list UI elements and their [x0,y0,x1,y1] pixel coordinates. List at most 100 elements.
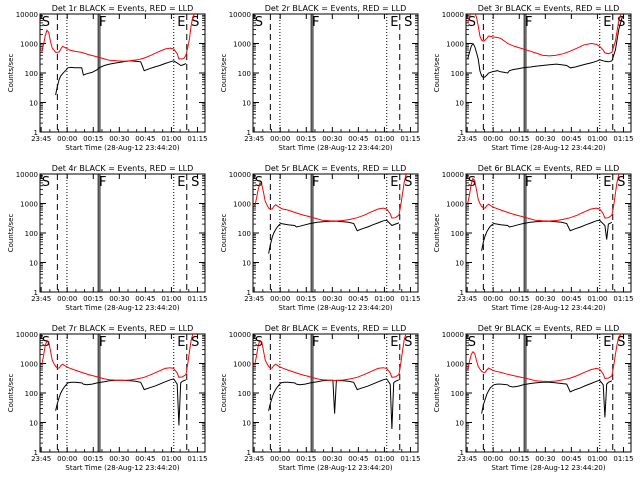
marker-label-f: F [312,335,319,350]
y-tick-label: 100 [451,230,464,238]
x-tick-label: 01:15 [400,295,420,303]
x-tick-label: 00:00 [270,455,290,463]
x-tick-label: 00:00 [57,135,77,143]
y-tick-label: 1 [247,289,251,297]
x-tick-label: 01:00 [161,295,181,303]
marker-label-f: F [99,15,106,30]
y-axis-label: Counts/sec [433,214,441,253]
x-tick-label: 00:15 [83,455,103,463]
x-tick-label: 01:00 [161,135,181,143]
series-line-lld [467,174,621,222]
series-line-events [481,379,613,418]
x-tick-label: 23:45 [244,455,264,463]
x-tick-label: 00:45 [348,135,368,143]
y-tick-label: 100 [451,70,464,78]
x-tick-label: 01:15 [400,135,420,143]
marker-label-s: S [42,15,50,30]
x-tick-label: 00:45 [348,295,368,303]
series-line-events [55,378,187,426]
y-tick-label: 100 [25,390,38,398]
y-tick-label: 10000 [229,331,251,339]
x-tick-label: 00:45 [135,295,155,303]
marker-label-s: S [255,175,263,190]
y-tick-label: 10000 [229,171,251,179]
y-tick-label: 1 [34,449,38,457]
x-tick-label: 00:30 [535,295,555,303]
x-tick-label: 01:00 [587,295,607,303]
y-tick-label: 10000 [229,11,251,19]
y-axis-label: Counts/sec [7,374,15,413]
y-tick-label: 1 [34,129,38,137]
x-tick-label: 00:45 [561,455,581,463]
x-tick-label: 01:15 [613,455,633,463]
y-tick-label: 100 [451,390,464,398]
y-axis-label: Counts/sec [220,374,228,413]
x-axis-label: Start Time (28-Aug-12 23:44:20) [65,464,179,472]
x-tick-label: 00:00 [483,295,503,303]
series-line-lld [41,334,194,382]
x-axis-label: Start Time (28-Aug-12 23:44:20) [65,304,179,312]
x-axis-label: Start Time (28-Aug-12 23:44:20) [491,304,605,312]
x-axis-label: Start Time (28-Aug-12 23:44:20) [65,144,179,152]
x-tick-label: 00:30 [535,135,555,143]
x-axis-label: Start Time (28-Aug-12 23:44:20) [491,144,605,152]
y-tick-label: 10000 [16,11,38,19]
x-tick-label: 00:45 [135,135,155,143]
x-tick-label: 00:45 [561,295,581,303]
x-tick-label: 00:00 [483,135,503,143]
chart-title: Det 5r BLACK = Events, RED = LLD [265,164,407,173]
series-line-lld [467,334,622,383]
x-tick-label: 23:45 [457,135,477,143]
y-tick-label: 10 [29,420,38,428]
x-tick-label: 00:15 [509,135,529,143]
series-line-events [467,16,623,79]
y-axis-label: Counts/sec [433,54,441,93]
x-tick-label: 01:15 [613,135,633,143]
x-tick-label: 23:45 [457,455,477,463]
x-tick-label: 00:45 [561,135,581,143]
marker-label-s: S [617,175,625,190]
x-tick-label: 00:15 [296,135,316,143]
x-axis-label: Start Time (28-Aug-12 23:44:20) [278,144,392,152]
marker-label-s: S [255,15,263,30]
y-tick-label: 10 [242,420,251,428]
marker-label-e: E [603,175,611,190]
marker-label-e: E [177,15,185,30]
y-tick-label: 100 [238,70,251,78]
x-tick-label: 23:45 [244,295,264,303]
marker-label-s: S [404,175,412,190]
y-tick-label: 10 [455,100,464,108]
y-tick-label: 1 [460,289,464,297]
y-tick-label: 10 [242,260,251,268]
x-tick-label: 00:00 [57,455,77,463]
x-axis-label: Start Time (28-Aug-12 23:44:20) [278,464,392,472]
marker-label-f: F [99,175,106,190]
marker-label-s: S [404,15,412,30]
chart-title: Det 6r BLACK = Events, RED = LLD [478,164,620,173]
marker-label-e: E [177,175,185,190]
x-tick-label: 00:00 [270,295,290,303]
y-tick-label: 1 [247,129,251,137]
chart-title: Det 7r BLACK = Events, RED = LLD [52,324,194,333]
x-tick-label: 01:15 [613,295,633,303]
marker-label-e: E [177,335,185,350]
y-tick-label: 1000 [20,361,38,369]
x-tick-label: 01:15 [187,455,207,463]
chart-title: Det 8r BLACK = Events, RED = LLD [265,324,407,333]
series-line-lld [41,14,196,62]
series-line-events [268,219,400,254]
marker-label-s: S [191,335,199,350]
plot-frame [465,13,632,133]
y-tick-label: 100 [25,230,38,238]
x-tick-label: 00:45 [135,455,155,463]
series-line-events [268,378,400,430]
marker-label-f: F [99,335,106,350]
x-tick-label: 00:45 [348,455,368,463]
y-tick-label: 10 [29,100,38,108]
series-line-lld [467,14,622,57]
